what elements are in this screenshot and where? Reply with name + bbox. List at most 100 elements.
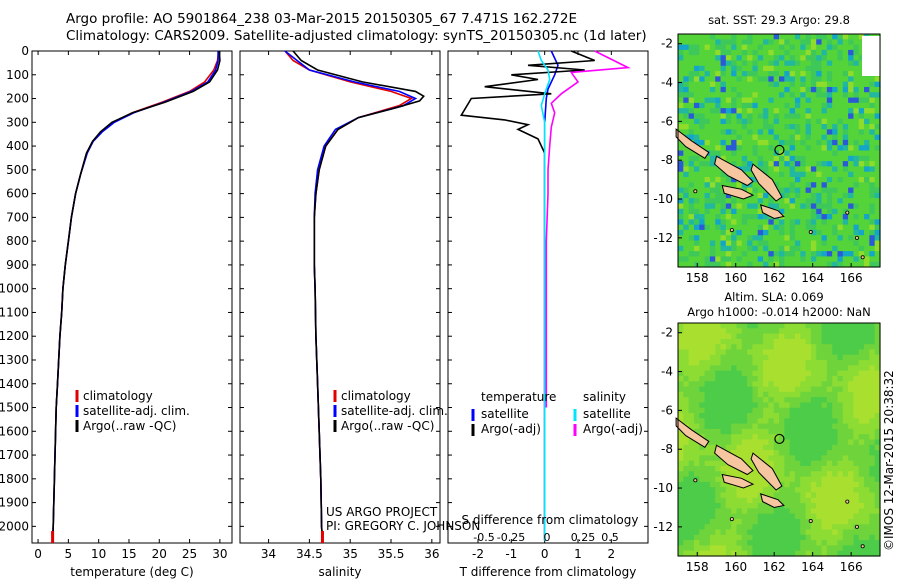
profile-location-marker (774, 144, 785, 156)
x-axis-label: T difference from climatology (459, 565, 637, 579)
temperature-profile: 0 5 10 15 20 25 300100200300400500600700800900… (0, 44, 233, 579)
x2-tick-label: -0.5 (473, 531, 494, 544)
y-tick-label: -4 (661, 365, 673, 379)
y-tick-label: 700 (6, 210, 29, 224)
sst-map: 158 160 162 164 166 -2 -4 -6 -8 -10 -12 (653, 33, 881, 285)
y-tick-label: -8 (661, 442, 673, 456)
y-tick-label: 1500 (0, 401, 29, 415)
x-tick-label: 36 (424, 547, 439, 561)
islet (729, 228, 734, 233)
legend-label: satellite-adj. clim. (83, 404, 190, 418)
imos-credit: ©IMOS 12-Mar-2015 20:38:32 (882, 370, 896, 551)
islet (808, 230, 813, 235)
x-tick-label: 162 (763, 271, 786, 285)
sst-map-field (678, 34, 881, 268)
pi-annotation: PI: GREGORY C. JOHNSON (326, 519, 480, 533)
island-landmass (721, 473, 755, 489)
y-tick-label: 1900 (0, 496, 29, 510)
x-tick-label: -1 (505, 547, 517, 561)
islet (860, 544, 865, 549)
x-tick-label: 34 (261, 547, 276, 561)
x-tick-label: 166 (840, 560, 863, 574)
island-landmass (750, 163, 783, 202)
difference-profile-frame (447, 50, 649, 544)
x-tick-label: -2 (472, 547, 484, 561)
y-tick-label: 1300 (0, 353, 29, 367)
y-tick-label: -4 (661, 76, 673, 90)
x-tick-label: 0 (541, 547, 549, 561)
islet (860, 255, 865, 260)
legend-title: temperature (481, 390, 556, 404)
deep-marker (51, 531, 55, 543)
x-axis-label: temperature (deg C) (70, 565, 193, 579)
x2-tick-label: 0.5 (601, 531, 619, 544)
x-tick-label: 30 (212, 547, 227, 561)
legend-label: Argo(-adj) (583, 422, 643, 436)
legend-label: satellite (481, 407, 529, 421)
legend-label: climatology (341, 389, 411, 403)
pi-annotation: US ARGO PROJECT (326, 505, 438, 519)
x-tick-label: 158 (686, 271, 709, 285)
islet (693, 189, 698, 194)
x2-tick-label: 0 (544, 531, 551, 544)
y-tick-label: 2000 (0, 519, 29, 533)
temperature-profile-frame (31, 50, 233, 544)
x2-tick-label: 0.25 (571, 531, 596, 544)
legend-label: climatology (83, 389, 153, 403)
series-line (537, 50, 551, 541)
x-tick-label: 0 (34, 547, 42, 561)
sla-map-frame (677, 322, 881, 557)
island-landmass (750, 452, 783, 491)
y-tick-label: -8 (661, 153, 673, 167)
salinity-profile: 34 34.5 35 35.5 36 salinity (239, 50, 441, 579)
island-landmass (721, 184, 755, 200)
x-tick-label: 164 (801, 271, 824, 285)
x-tick-label: 25 (182, 547, 197, 561)
series-line (52, 50, 221, 541)
y-tick-label: 500 (6, 163, 29, 177)
island-landmass (759, 493, 785, 509)
x-axis-label: salinity (318, 565, 361, 579)
x-tick-label: 35.5 (378, 547, 405, 561)
islet (854, 524, 859, 529)
x-tick-label: 164 (801, 560, 824, 574)
y-tick-label: 0 (21, 44, 29, 58)
x2-tick-label: -0.25 (497, 531, 525, 544)
x-tick-label: 35 (343, 547, 358, 561)
y-tick-label: 1100 (0, 305, 29, 319)
y-tick-label: 900 (6, 258, 29, 272)
x-tick-label: 20 (152, 547, 167, 561)
legend-label: satellite (583, 407, 631, 421)
legend-label: Argo(..raw -QC) (341, 419, 434, 433)
islet (845, 499, 850, 504)
y-tick-label: 1200 (0, 329, 29, 343)
x-tick-label: 166 (840, 271, 863, 285)
chart-title-line1: Argo profile: AO 5901864_238 03-Mar-2015… (66, 11, 577, 27)
y-tick-label: -10 (653, 481, 673, 495)
island-landmass (714, 444, 754, 476)
series-line (292, 50, 425, 541)
difference-profile: -2 -1 0 1 2 T difference from climatology (447, 50, 649, 579)
y-tick-label: -6 (661, 403, 673, 417)
deep-marker (320, 531, 324, 543)
x-tick-label: 15 (121, 547, 136, 561)
sla-map-title: Altim. SLA: 0.069 (724, 290, 823, 304)
sst-map-title: sat. SST: 29.3 Argo: 29.8 (708, 13, 850, 27)
island-landmass (714, 155, 754, 187)
legend-label: satellite-adj. clim. (341, 404, 448, 418)
y-tick-label: -6 (661, 114, 673, 128)
sla-map: 158 160 162 164 166 -2 -4 -6 -8 -10 -12 (653, 322, 881, 574)
y-tick-label: 200 (6, 92, 29, 106)
y-tick-label: 800 (6, 234, 29, 248)
x2-axis-label: S difference from climatology (462, 513, 639, 527)
y-tick-label: 1600 (0, 424, 29, 438)
y-tick-label: 1700 (0, 448, 29, 462)
island-landmass (759, 204, 785, 220)
x-tick-label: 5 (65, 547, 73, 561)
y-tick-label: 100 (6, 68, 29, 82)
missing-data-patch (862, 36, 880, 76)
series-line (545, 50, 631, 408)
islet (845, 210, 850, 215)
y-tick-label: 1800 (0, 472, 29, 486)
